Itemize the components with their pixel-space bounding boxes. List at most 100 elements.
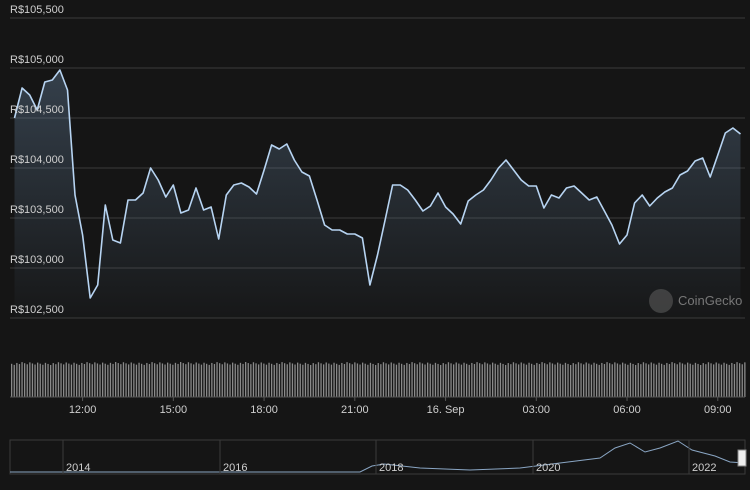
volume-bar	[21, 362, 23, 397]
volume-bar	[164, 364, 166, 397]
volume-bar	[728, 364, 730, 397]
y-tick-label: R$104,000	[10, 154, 64, 166]
volume-bar	[375, 365, 377, 397]
volume-bar	[299, 363, 301, 397]
navigator-handle[interactable]	[737, 449, 747, 467]
y-tick-label: R$104,500	[10, 104, 64, 116]
volume-bar	[572, 363, 574, 397]
volume-bar	[341, 362, 343, 397]
volume-bar	[120, 364, 122, 397]
volume-bar	[143, 364, 145, 397]
volume-bar	[640, 364, 642, 397]
volume-bar	[723, 362, 725, 397]
volume-bar	[156, 364, 158, 397]
volume-bar	[81, 362, 83, 397]
volume-bar	[89, 363, 91, 397]
volume-bar	[619, 364, 621, 397]
volume-bar	[416, 364, 418, 397]
volume-bar	[585, 362, 587, 397]
volume-bar	[632, 363, 634, 397]
x-tick-label: 09:00	[704, 404, 732, 416]
volume-bar	[403, 364, 405, 397]
volume-bar	[177, 363, 179, 397]
volume-bar	[161, 363, 164, 397]
volume-bar	[211, 362, 213, 397]
volume-bar	[11, 363, 13, 397]
volume-bar	[445, 364, 447, 397]
volume-bar	[68, 363, 70, 397]
volume-bar	[666, 362, 668, 397]
volume-bar	[414, 363, 416, 397]
volume-bar	[541, 362, 543, 397]
volume-bar	[544, 363, 546, 397]
volume-bar	[172, 364, 174, 397]
volume-bar	[141, 363, 143, 397]
volume-bar	[398, 362, 400, 397]
volume-bar	[528, 362, 530, 397]
volume-bar	[460, 364, 463, 397]
volume-bar	[707, 362, 710, 397]
volume-bar	[265, 364, 268, 397]
volume-bar	[291, 363, 294, 397]
volume-bar	[325, 362, 327, 397]
volume-bar	[354, 362, 356, 397]
volume-bar	[637, 363, 639, 397]
volume-bar	[590, 364, 593, 397]
volume-bar	[518, 364, 520, 397]
volume-bar	[611, 364, 613, 397]
volume-bar	[44, 362, 47, 397]
volume-bar	[720, 364, 723, 397]
y-tick-label: R$102,500	[10, 304, 64, 316]
volume-bar	[536, 362, 538, 397]
volume-bar	[525, 364, 528, 397]
volume-bar	[741, 364, 743, 397]
area	[14, 70, 741, 318]
volume-bar	[489, 364, 491, 397]
volume-bar	[538, 364, 541, 397]
volume-bar	[213, 364, 216, 397]
volume-bar	[570, 365, 572, 397]
volume-bar	[323, 364, 325, 397]
navigator[interactable]: 2014 2016 2018 2020 2022	[9, 439, 747, 475]
volume-bar	[546, 364, 548, 397]
volume-bar	[112, 363, 114, 397]
volume-bar	[76, 363, 78, 397]
volume-bar	[635, 365, 637, 397]
volume-bar	[297, 362, 299, 397]
volume-bar	[406, 362, 408, 397]
volume-bar	[642, 362, 645, 397]
volume-bar	[531, 363, 533, 397]
volume-bar	[109, 362, 112, 397]
volume-bar	[458, 363, 460, 397]
volume-bar	[388, 364, 390, 397]
volume-bar	[705, 364, 707, 397]
volume-bar	[453, 364, 455, 397]
volume-bar	[193, 364, 195, 397]
watermark: CoinGecko	[678, 293, 742, 308]
y-tick-label: R$103,500	[10, 204, 64, 216]
volume-bar	[63, 364, 65, 397]
volume-bar	[583, 364, 585, 397]
volume-bar	[554, 364, 556, 397]
volume-bar	[681, 363, 684, 397]
volume-bar	[284, 363, 286, 397]
volume-bar	[187, 362, 190, 397]
volume-bar	[255, 363, 257, 397]
volume-bar	[271, 363, 273, 397]
volume-bar	[70, 364, 73, 397]
watermark-logo	[649, 289, 673, 313]
volume-bar	[128, 364, 130, 397]
volume-bar	[351, 364, 353, 397]
navigator-line	[10, 440, 746, 473]
volume-bar	[346, 362, 348, 397]
volume-bar	[468, 364, 470, 397]
volume-bar	[60, 363, 62, 397]
volume-bar	[29, 362, 31, 397]
volume-bar	[167, 362, 169, 397]
volume-bar	[39, 363, 41, 397]
volume-bar	[700, 365, 702, 397]
volume-bar	[182, 363, 184, 397]
volume-bar	[86, 362, 88, 397]
volume-bar	[492, 362, 494, 397]
volume-bar	[57, 362, 60, 397]
